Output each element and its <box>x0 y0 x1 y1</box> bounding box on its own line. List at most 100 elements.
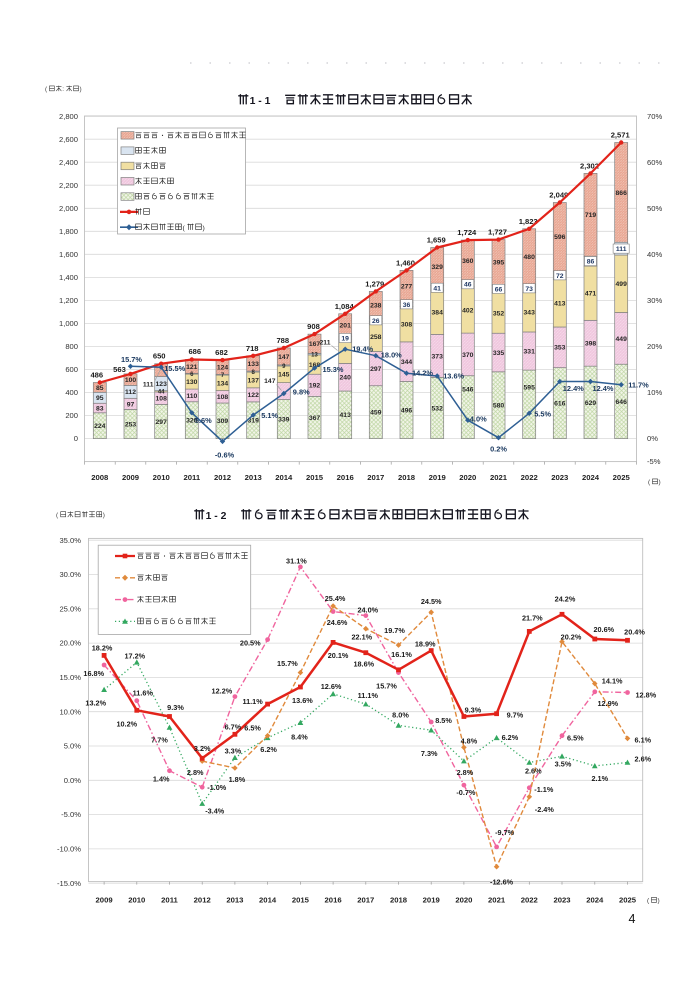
svg-text:2011: 2011 <box>183 473 200 482</box>
svg-text:19: 19 <box>341 336 349 343</box>
svg-text:(: ( <box>648 479 651 486</box>
svg-text:2012: 2012 <box>194 896 211 905</box>
svg-text:2013: 2013 <box>226 896 243 905</box>
svg-text:20.4%: 20.4% <box>624 627 645 636</box>
svg-text:11.1%: 11.1% <box>358 691 379 700</box>
svg-text:24.2%: 24.2% <box>555 594 576 603</box>
svg-text:718: 718 <box>246 344 259 353</box>
svg-text:15.5%: 15.5% <box>164 364 185 373</box>
svg-text:616: 616 <box>554 401 566 408</box>
svg-text:-3.4%: -3.4% <box>205 807 225 816</box>
svg-text:10.2%: 10.2% <box>116 719 137 728</box>
svg-text:111: 111 <box>143 382 154 389</box>
svg-text:20.2%: 20.2% <box>561 633 582 642</box>
svg-text:10.0%: 10.0% <box>59 707 81 716</box>
svg-text:200: 200 <box>65 411 78 420</box>
svg-text:2010: 2010 <box>128 896 145 905</box>
svg-text:2024: 2024 <box>586 896 604 905</box>
svg-text:2021: 2021 <box>490 473 508 482</box>
svg-text:100: 100 <box>125 377 137 384</box>
svg-text:9.3%: 9.3% <box>465 706 482 715</box>
svg-text:2.6%: 2.6% <box>635 755 652 764</box>
svg-text:14.2%: 14.2% <box>412 369 433 378</box>
svg-text:253: 253 <box>125 421 137 428</box>
svg-text:373: 373 <box>432 353 444 360</box>
svg-text:(: ( <box>647 898 650 905</box>
svg-text:66: 66 <box>495 286 503 293</box>
svg-text:15.3%: 15.3% <box>323 365 344 374</box>
svg-text:): ) <box>658 898 660 905</box>
svg-text:6: 6 <box>190 372 194 378</box>
svg-text:30.0%: 30.0% <box>59 570 81 579</box>
svg-text:-5.0%: -5.0% <box>61 810 81 819</box>
svg-text:60%: 60% <box>647 158 662 167</box>
svg-text:(: ( <box>45 86 48 93</box>
svg-text:532: 532 <box>432 405 444 412</box>
svg-text:2010: 2010 <box>153 473 170 482</box>
svg-text:319: 319 <box>248 418 260 425</box>
svg-text:168: 168 <box>309 362 321 369</box>
svg-text:12.2%: 12.2% <box>212 687 233 696</box>
svg-text:629: 629 <box>585 400 597 407</box>
svg-text:21.7%: 21.7% <box>522 613 543 622</box>
svg-text:24.0%: 24.0% <box>357 606 378 615</box>
svg-text:85: 85 <box>96 385 104 392</box>
svg-text:496: 496 <box>401 407 413 414</box>
svg-text:11.6%: 11.6% <box>133 689 154 698</box>
svg-text:18.2%: 18.2% <box>92 643 113 652</box>
svg-text:2016: 2016 <box>325 896 342 905</box>
svg-text:2009: 2009 <box>122 473 139 482</box>
svg-text:3.2%: 3.2% <box>194 744 211 753</box>
svg-text:2018: 2018 <box>398 473 416 482</box>
svg-text:788: 788 <box>276 336 289 345</box>
svg-text:7.7%: 7.7% <box>151 736 168 745</box>
svg-text:449: 449 <box>616 336 628 343</box>
svg-text:1,724: 1,724 <box>457 228 477 237</box>
svg-text:1.4%: 1.4% <box>153 775 170 784</box>
svg-text:2,200: 2,200 <box>59 181 78 190</box>
svg-text:2013: 2013 <box>245 473 262 482</box>
svg-text:238: 238 <box>370 303 382 310</box>
svg-text:1,659: 1,659 <box>427 236 446 245</box>
svg-text:13.6%: 13.6% <box>292 696 313 705</box>
svg-text:2,302: 2,302 <box>580 161 599 170</box>
svg-text:5.6%: 5.6% <box>195 416 212 425</box>
svg-text:6.2%: 6.2% <box>502 733 519 742</box>
svg-text:-2.4%: -2.4% <box>535 805 555 814</box>
svg-text:2,800: 2,800 <box>59 112 78 121</box>
svg-text:0: 0 <box>74 434 78 443</box>
svg-text:297: 297 <box>156 419 168 426</box>
svg-text:2.1%: 2.1% <box>591 774 608 783</box>
svg-text:14.1%: 14.1% <box>602 677 623 686</box>
svg-text:0.2%: 0.2% <box>490 445 507 454</box>
svg-text:360: 360 <box>462 258 474 265</box>
svg-text:2019: 2019 <box>429 473 446 482</box>
svg-text:16.1%: 16.1% <box>391 650 412 659</box>
svg-text:-5%: -5% <box>647 457 661 466</box>
svg-text:24.5%: 24.5% <box>421 597 442 606</box>
svg-text:1,460: 1,460 <box>396 258 415 267</box>
svg-text:2017: 2017 <box>367 473 384 482</box>
svg-text:719: 719 <box>585 212 597 219</box>
svg-text:111: 111 <box>616 246 627 253</box>
svg-text:13.6%: 13.6% <box>443 372 464 381</box>
svg-text:20%: 20% <box>647 342 662 351</box>
svg-text:16.8%: 16.8% <box>83 669 104 678</box>
svg-text:(: ( <box>183 225 186 232</box>
svg-text:-9.7%: -9.7% <box>495 828 515 837</box>
svg-text:-0.6%: -0.6% <box>215 450 235 459</box>
svg-text:600: 600 <box>65 365 78 374</box>
svg-text:24.6%: 24.6% <box>327 618 348 627</box>
svg-text:1,400: 1,400 <box>59 273 78 282</box>
svg-text:546: 546 <box>462 387 474 394</box>
svg-text:686: 686 <box>188 347 201 356</box>
svg-text:133: 133 <box>248 361 260 368</box>
svg-text:167: 167 <box>309 341 321 348</box>
svg-text:1.8%: 1.8% <box>229 775 246 784</box>
svg-text:201: 201 <box>340 323 352 330</box>
svg-text:6.1%: 6.1% <box>635 735 652 744</box>
svg-text:2015: 2015 <box>306 473 324 482</box>
svg-text:7.3%: 7.3% <box>421 749 438 758</box>
svg-text:1,000: 1,000 <box>59 319 78 328</box>
svg-text:12.6%: 12.6% <box>321 682 342 691</box>
